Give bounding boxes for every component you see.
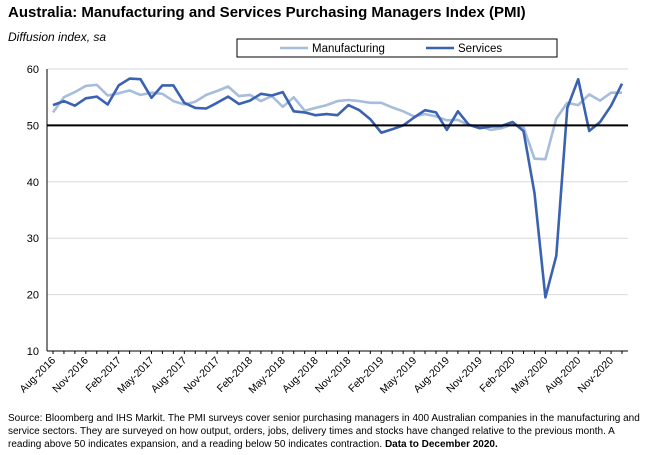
chart-plot: 10 20 30 40 50 60 Aug-2016Nov-2016Feb-2017May… bbox=[17, 38, 628, 396]
legend-label-services: Services bbox=[458, 43, 502, 55]
legend-box bbox=[236, 38, 558, 58]
x-tick-label: Nov-2020 bbox=[575, 355, 616, 396]
gridlines bbox=[47, 68, 628, 352]
y-tick-label: 30 bbox=[27, 233, 39, 245]
y-axis-ticks: 10 20 30 40 50 60 bbox=[27, 64, 39, 358]
x-axis-ticks: Aug-2016Nov-2016Feb-2017May-2017Aug-2017… bbox=[17, 351, 623, 396]
source-text: Source: Bloomberg and IHS Markit. The PM… bbox=[8, 413, 640, 450]
series-line-services bbox=[52, 77, 624, 299]
source-note: Source: Bloomberg and IHS Markit. The PM… bbox=[8, 412, 644, 451]
data-note: Data to December 2020. bbox=[384, 439, 498, 450]
legend-label-manufacturing: Manufacturing bbox=[312, 43, 385, 55]
chart-title: Australia: Manufacturing and Services Pu… bbox=[8, 4, 526, 21]
series-line-manufacturing bbox=[51, 83, 622, 161]
legend: Manufacturing Services bbox=[236, 38, 558, 58]
y-tick-label: 60 bbox=[27, 64, 39, 76]
chart-subtitle: Diffusion index, sa bbox=[8, 30, 107, 44]
y-tick-label: 20 bbox=[27, 290, 39, 302]
y-tick-label: 40 bbox=[27, 177, 39, 189]
y-tick-label: 10 bbox=[27, 346, 39, 358]
y-tick-label: 50 bbox=[27, 120, 39, 132]
